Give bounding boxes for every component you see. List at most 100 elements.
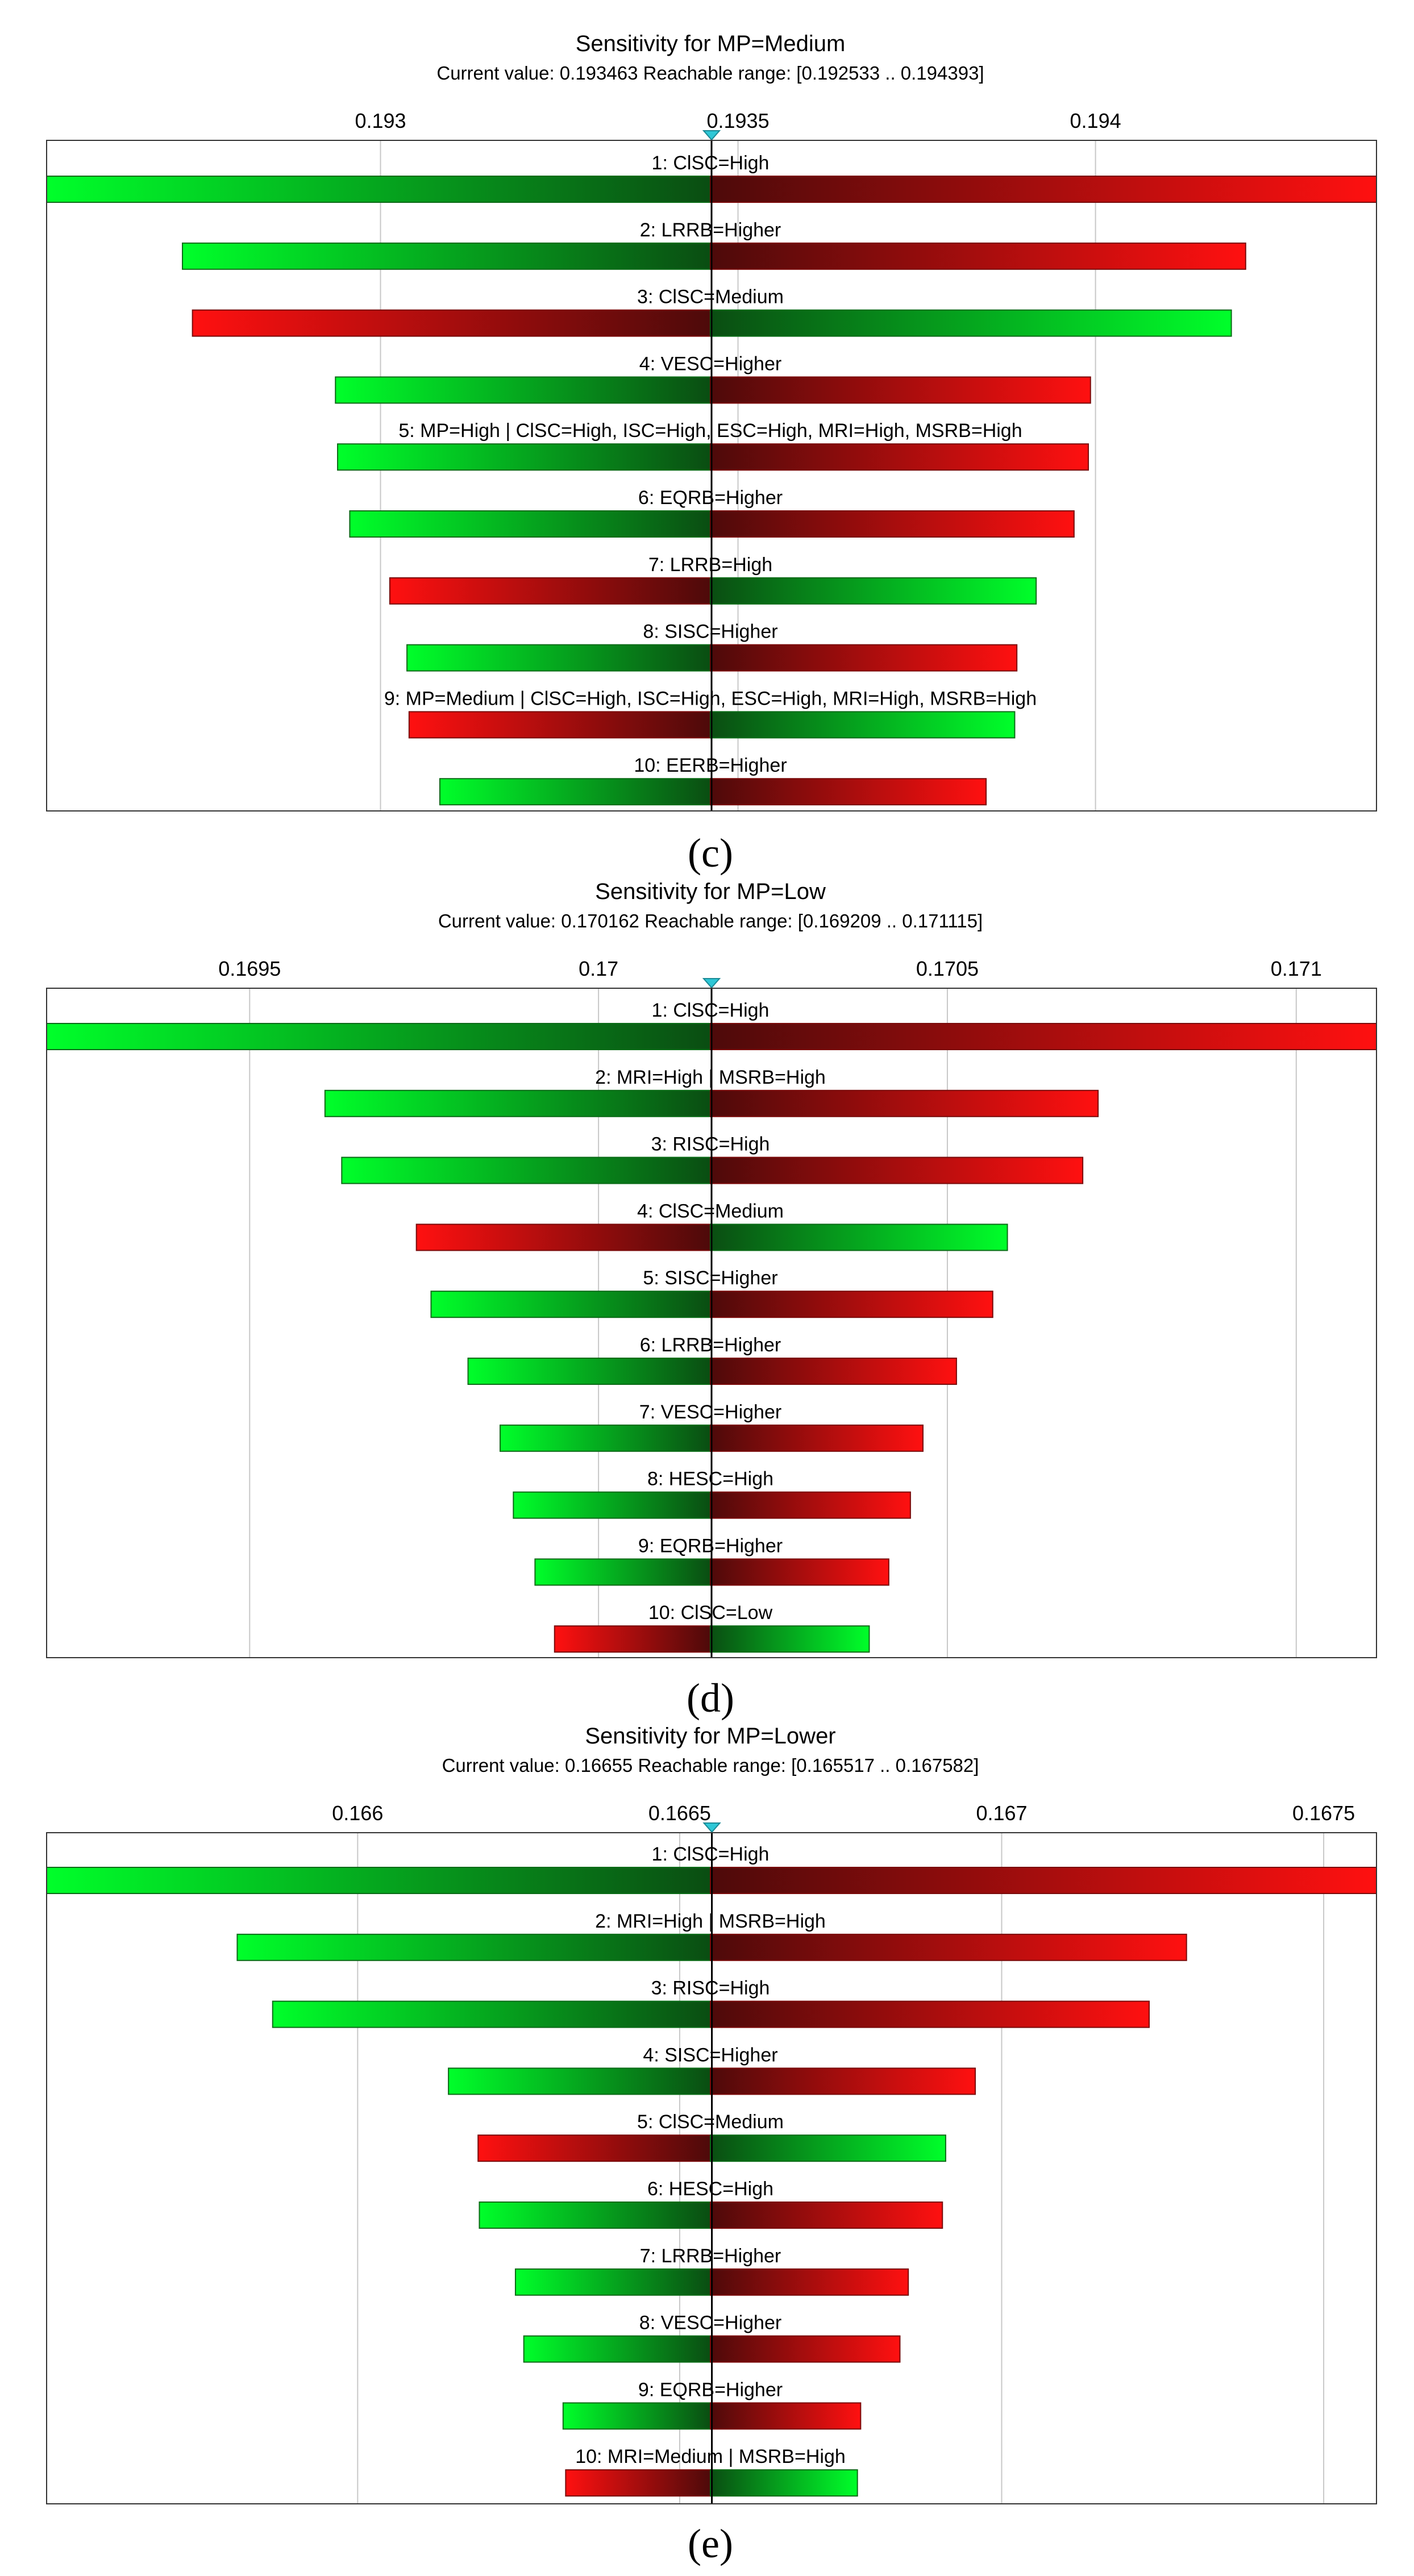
bar-label: 6: HESC=High [647,2178,773,2200]
bar-left-segment [513,1491,711,1519]
chart-title: Sensitivity for MP=Lower [585,1724,835,1749]
bar-right-segment [710,510,1075,538]
bar-left-segment [415,1224,711,1251]
bar-label: 8: VESC=Higher [639,2312,781,2334]
x-tick-label: 0.17 [579,957,618,980]
bar-right-segment [710,2402,862,2430]
panel-caption: (c) [688,830,733,876]
bar-right-segment [710,1291,993,1318]
tornado-bar: 1: ClSC=High [46,1843,1377,1894]
tornado-bar: 3: RISC=High [341,1134,1084,1184]
tornado-bar: 9: EQRB=Higher [534,1535,889,1586]
bar-left-segment [46,1023,711,1050]
bar-left-segment [182,242,711,270]
bar-right-segment [710,2202,943,2229]
tornado-bar: 3: RISC=High [272,1978,1150,2028]
bar-label: 9: EQRB=Higher [638,2379,783,2400]
bar-label: 1: ClSC=High [652,152,770,174]
tornado-bar: 7: LRRB=Higher [514,2245,909,2296]
bar-label: 10: MRI=Medium | MSRB=High [575,2446,846,2467]
bar-left-segment [272,2000,711,2028]
tornado-bar: 6: LRRB=Higher [467,1334,957,1385]
bar-left-segment [406,644,711,672]
x-tick-label: 0.194 [1070,109,1121,132]
tornado-bar: 4: SISC=Higher [448,2044,976,2095]
bar-label: 10: ClSC=Low [648,1602,773,1624]
bar-right-segment [710,242,1246,270]
plot-frame [46,1832,1377,2504]
tornado-bar: 5: ClSC=Medium [477,2111,946,2162]
bar-label: 10: EERB=Higher [634,755,787,776]
tornado-bar: 8: HESC=High [513,1468,911,1519]
bar-label: 1: ClSC=High [652,1843,770,1865]
bar-right-segment [710,577,1037,605]
bar-label: 7: LRRB=High [648,554,772,576]
bar-label: 7: VESC=Higher [639,1401,781,1423]
bar-label: 2: LRRB=Higher [640,219,781,241]
bar-right-segment [710,1224,1008,1251]
tornado-bar: 5: SISC=Higher [430,1267,993,1318]
tornado-bar: 5: MP=High | ClSC=High, ISC=High, ESC=Hi… [337,420,1089,471]
chart-title: Sensitivity for MP=Medium [576,31,846,56]
tornado-bar: 10: EERB=Higher [439,755,987,806]
bar-right-segment [710,2000,1150,2028]
x-tick-label: 0.167 [976,1801,1027,1825]
bar-right-segment [710,2134,946,2162]
bar-left-segment [467,1358,711,1385]
bar-right-segment [710,1023,1377,1050]
bar-right-segment [710,176,1377,203]
bar-right-segment [710,1867,1377,1894]
bar-label: 3: RISC=High [651,1978,770,1999]
bar-label: 2: MRI=High | MSRB=High [595,1911,826,1932]
bar-left-segment [534,1558,712,1586]
bar-right-segment [710,2268,909,2296]
bar-left-segment [439,778,711,806]
bar-right-segment [710,2469,858,2497]
tornado-bar: 8: VESC=Higher [523,2312,901,2363]
bar-label: 3: ClSC=Medium [637,286,784,308]
tornado-bar: 10: MRI=Medium | MSRB=High [565,2446,858,2497]
bar-label: 3: RISC=High [651,1134,770,1155]
tornado-bar: 3: ClSC=Medium [192,286,1232,337]
tornado-bar: 9: EQRB=Higher [562,2379,862,2430]
bar-left-segment [341,1156,711,1184]
bar-label: 8: HESC=High [647,1468,773,1490]
bar-left-segment [337,443,711,471]
bar-right-segment [710,644,1018,672]
bar-left-segment [335,376,711,404]
chart-subtitle: Current value: 0.170162 Reachable range:… [438,910,983,931]
bar-label: 7: LRRB=Higher [640,2245,781,2267]
x-tick-label: 0.1665 [648,1801,711,1825]
bar-label: 9: EQRB=Higher [638,1535,783,1557]
tornado-bar: 6: HESC=High [479,2178,943,2229]
tornado-chart-0: Sensitivity for MP=Medium Current value: … [46,31,1377,876]
bar-left-segment [523,2335,711,2363]
bar-left-segment [46,176,711,203]
bar-left-segment [236,1933,711,1961]
bar-right-segment [710,2335,901,2363]
x-tick-label: 0.193 [355,109,406,132]
tornado-bar: 4: VESC=Higher [335,353,1091,404]
bar-left-segment [562,2402,712,2430]
bar-right-segment [710,376,1091,404]
bar-label: 4: ClSC=Medium [637,1200,784,1222]
bar-right-segment [710,309,1232,337]
tornado-bar: 8: SISC=Higher [406,621,1018,672]
bar-label: 6: LRRB=Higher [640,1334,781,1356]
bar-label: 2: MRI=High | MSRB=High [595,1067,826,1088]
tornado-bar: 10: ClSC=Low [554,1602,870,1653]
bar-label: 6: EQRB=Higher [638,487,783,509]
tornado-bar: 6: EQRB=Higher [349,487,1075,538]
x-tick-label: 0.1935 [706,109,769,132]
bar-label: 1: ClSC=High [652,1000,770,1021]
bar-right-segment [710,711,1016,739]
bar-right-segment [710,1491,911,1519]
chart-title: Sensitivity for MP=Low [595,879,826,904]
tornado-bar: 2: MRI=High | MSRB=High [324,1067,1099,1117]
bar-right-segment [710,2067,976,2095]
tornado-chart-2: Sensitivity for MP=Lower Current value: 0… [46,1724,1377,2566]
bar-label: 5: ClSC=Medium [637,2111,784,2133]
bar-left-segment [430,1291,711,1318]
bar-right-segment [710,778,987,806]
